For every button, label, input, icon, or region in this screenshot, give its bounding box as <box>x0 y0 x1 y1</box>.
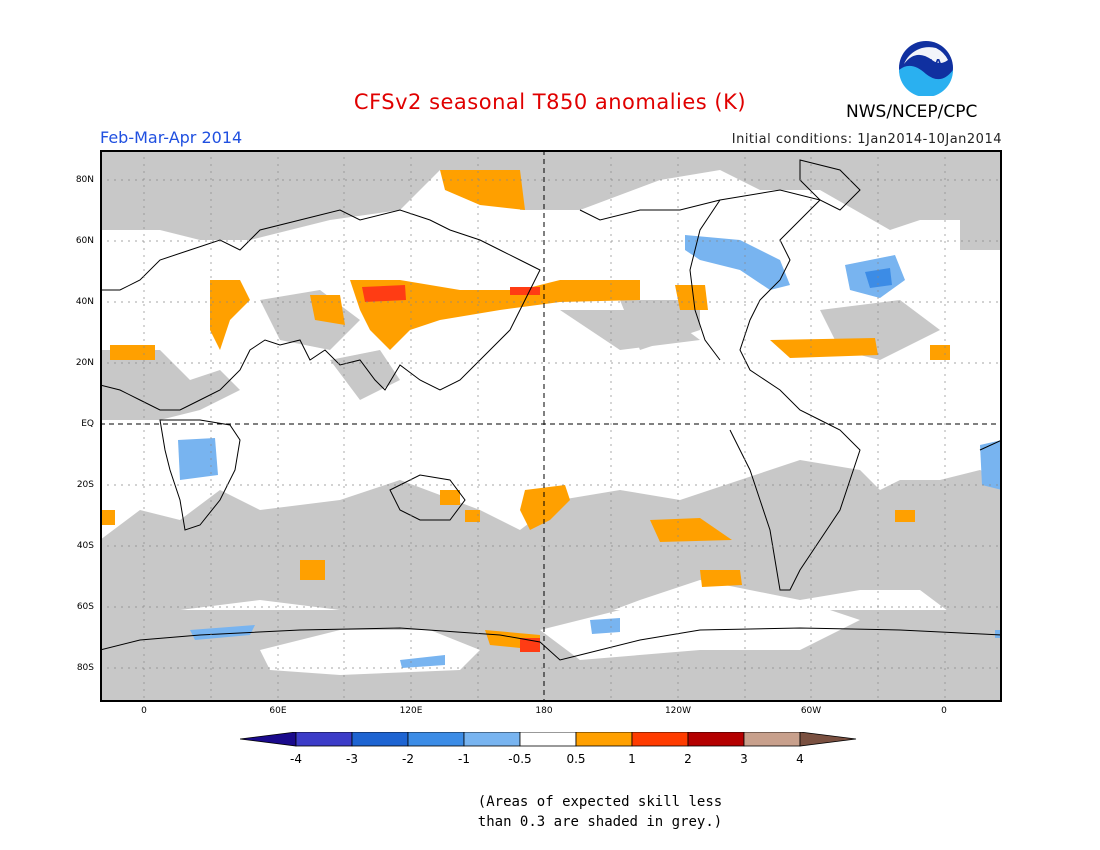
colorbar-tick-label: 2 <box>684 752 692 766</box>
colorbar-tick-label: 4 <box>796 752 804 766</box>
anomaly-map <box>100 150 1002 702</box>
colorbar-segment <box>687 732 745 747</box>
negative-anomaly-regions <box>178 235 1002 668</box>
map-frame <box>100 150 1002 702</box>
skill-note-line-2: than 0.3 are shaded in grey.) <box>477 814 723 830</box>
logo-lettering: NOAA <box>910 58 942 69</box>
colorbar-segment <box>575 732 633 747</box>
skill-note-line-1: (Areas of expected skill less <box>477 794 723 810</box>
colorbar-tick-label: -2 <box>402 752 414 766</box>
skill-note: (Areas of expected skill less than 0.3 a… <box>420 792 780 832</box>
lat-label-20n: 20N <box>75 358 94 368</box>
lon-label-120w: 120W <box>664 706 692 716</box>
colorbar-segment-max <box>799 732 857 747</box>
colorbar-tick-label: -3 <box>346 752 358 766</box>
colorbar-tick-label: 0.5 <box>566 752 586 766</box>
lat-label-40n: 40N <box>75 297 94 307</box>
colorbar-segment-min <box>240 732 297 747</box>
initial-conditions-label: Initial conditions: 1Jan2014-10Jan2014 <box>731 132 1002 147</box>
lon-label-60w: 60W <box>800 706 822 716</box>
equator-dateline <box>100 150 1002 702</box>
colorbar-segment <box>407 732 465 747</box>
colorbar-tick-label: 3 <box>740 752 748 766</box>
colorbar-tick-label: -1 <box>458 752 470 766</box>
lat-lon-grid <box>100 150 1002 702</box>
lat-label-80n: 80N <box>75 175 94 185</box>
lat-label-40s: 40S <box>76 541 94 551</box>
colorbar-segment <box>631 732 689 747</box>
lat-label-eq: EQ <box>81 419 94 429</box>
colorbar-segment <box>463 732 521 747</box>
colorbar-segment <box>351 732 409 747</box>
noaa-logo: NOAA <box>896 40 956 100</box>
lon-label-0-east: 0 <box>941 706 947 716</box>
lat-label-60s: 60S <box>76 602 94 612</box>
colorbar-tick-label: 1 <box>628 752 636 766</box>
colorbar-segment <box>519 732 577 747</box>
lon-label-120e: 120E <box>399 706 423 716</box>
lat-label-80s: 80S <box>76 663 94 673</box>
colorbar-segment <box>295 732 353 747</box>
lon-label-60e: 60E <box>269 706 287 716</box>
lat-label-20s: 20S <box>76 480 94 490</box>
colorbar-tick-label: -4 <box>290 752 302 766</box>
lon-label-0: 0 <box>141 706 147 716</box>
colorbar <box>240 732 857 747</box>
lat-label-60n: 60N <box>75 236 94 246</box>
map-title: CFSv2 seasonal T850 anomalies (K) <box>353 90 747 114</box>
coastlines <box>100 159 1002 661</box>
lon-label-180: 180 <box>535 706 553 716</box>
agency-label: NWS/NCEP/CPC <box>846 102 978 122</box>
season-label: Feb-Mar-Apr 2014 <box>100 128 243 147</box>
colorbar-segment <box>743 732 801 747</box>
colorbar-tick-label: -0.5 <box>508 752 532 766</box>
